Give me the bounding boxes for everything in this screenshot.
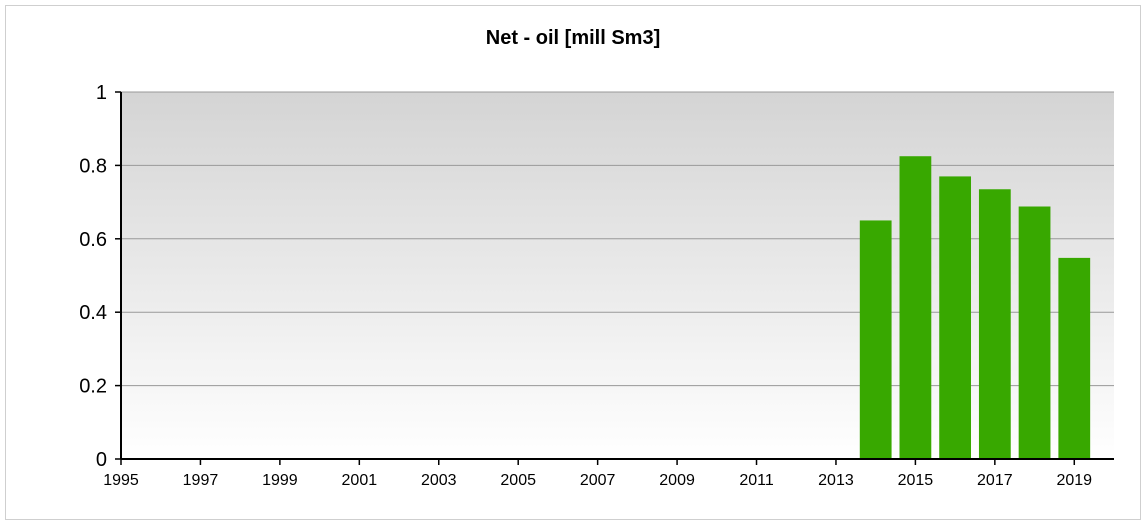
x-tick-label: 2001 — [342, 472, 378, 489]
x-tick-label: 2003 — [421, 472, 457, 489]
y-tick-label: 0.6 — [79, 229, 107, 251]
x-tick-label: 1995 — [103, 472, 139, 489]
bar — [859, 220, 892, 459]
x-tick-label: 2005 — [500, 472, 536, 489]
bar — [1058, 257, 1091, 459]
x-tick-label: 2009 — [659, 472, 695, 489]
bar — [978, 189, 1011, 459]
x-tick-label: 2013 — [818, 472, 854, 489]
y-tick-label: 0 — [96, 449, 107, 471]
y-tick-label: 0.8 — [79, 155, 107, 177]
bar — [939, 176, 972, 459]
x-tick-label: 1999 — [262, 472, 298, 489]
y-tick-label: 1 — [96, 82, 107, 104]
bar — [1018, 206, 1051, 459]
bar — [899, 156, 932, 459]
x-tick-label: 1997 — [183, 472, 219, 489]
x-tick-label: 2011 — [739, 472, 774, 489]
x-tick-label: 2017 — [977, 472, 1013, 489]
x-tick-label: 2015 — [898, 472, 934, 489]
x-tick-label: 2019 — [1056, 472, 1092, 489]
x-tick-label: 2007 — [580, 472, 616, 489]
chart-title: Net - oil [mill Sm3] — [486, 27, 660, 49]
y-tick-label: 0.2 — [79, 376, 107, 398]
y-tick-label: 0.4 — [79, 302, 107, 324]
